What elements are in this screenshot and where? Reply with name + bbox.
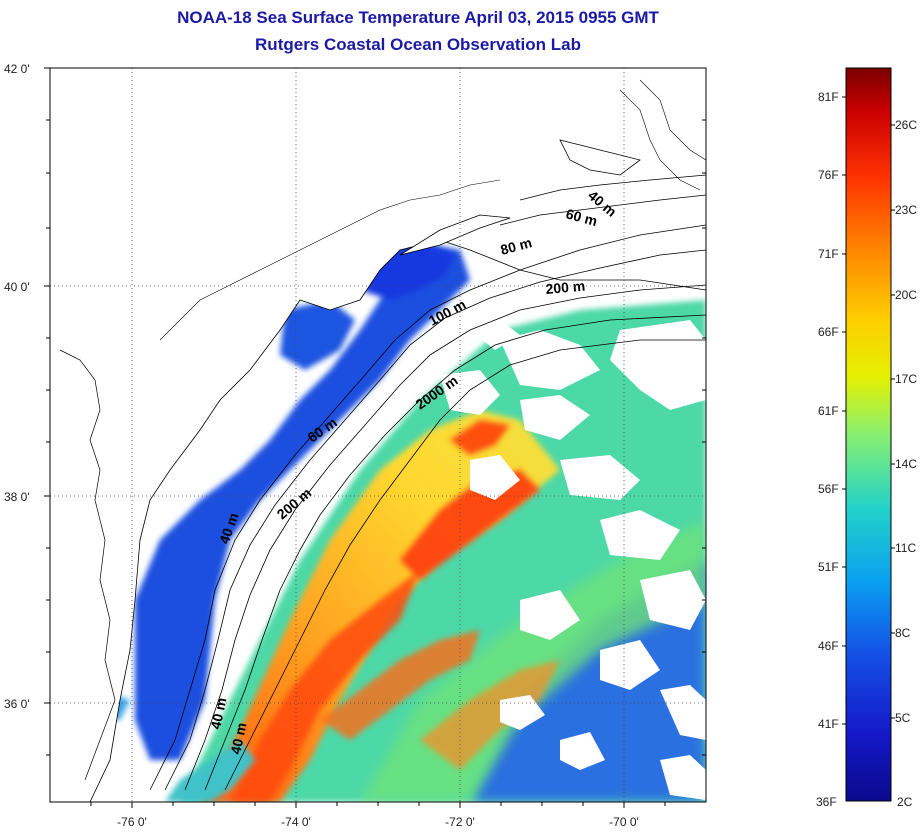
land-mass xyxy=(50,68,706,802)
colorbar-f-56: 56F xyxy=(818,482,839,496)
colorbar-c-11: 11C xyxy=(895,541,916,555)
map-area: 40 m 60 m 80 m 200 m 100 m 2000 m 60 m 2… xyxy=(50,68,706,802)
colorbar-c-26: 26C xyxy=(895,118,917,132)
lat-label-38: 38 0' xyxy=(4,490,30,504)
bathymetry-contours xyxy=(149,174,706,791)
lat-label-42: 42 0' xyxy=(4,62,30,76)
contour-label-60m-north: 60 m xyxy=(564,205,599,229)
lon-label-70: -70 0' xyxy=(609,815,639,829)
colorbar-f-66: 66F xyxy=(818,325,839,339)
colorbar-c-14: 14C xyxy=(895,457,917,471)
colorbar-c-5: 5C xyxy=(895,711,911,725)
map-title-line2: Rutgers Coastal Ocean Observation Lab xyxy=(255,35,581,54)
colorbar-f-46: 46F xyxy=(818,639,839,653)
colorbar-c-17: 17C xyxy=(895,372,917,386)
colorbar-c-2: 2C xyxy=(897,795,913,809)
colorbar-c-8: 8C xyxy=(895,626,911,640)
contour-label-40m-south2: 40 m xyxy=(227,721,249,756)
colorbar-c-20: 20C xyxy=(895,288,917,302)
colorbar-f-71: 71F xyxy=(818,247,839,261)
lon-label-72: -72 0' xyxy=(445,815,475,829)
colorbar: 81F 76F 71F 66F 61F 56F 51F 46F 41F 36F … xyxy=(816,67,917,809)
ocean-shelf-cold xyxy=(135,245,470,760)
contour-label-80m: 80 m xyxy=(499,234,534,258)
colorbar-c-23: 23C xyxy=(895,203,917,217)
colorbar-gradient xyxy=(845,67,892,802)
cloud-cover xyxy=(440,320,706,800)
colorbar-f-81: 81F xyxy=(818,90,839,104)
map-gridlines xyxy=(50,68,706,802)
colorbar-f-61: 61F xyxy=(818,404,839,418)
lon-label-74: -74 0' xyxy=(281,815,311,829)
colorbar-f-41: 41F xyxy=(818,717,839,731)
colorbar-f-76: 76F xyxy=(818,168,839,182)
lat-label-40: 40 0' xyxy=(4,280,30,294)
contour-label-40m-south: 40 m xyxy=(207,696,229,731)
lat-label-36: 36 0' xyxy=(4,697,30,711)
contour-label-200m-north: 200 m xyxy=(545,278,586,297)
map-title-line1: NOAA-18 Sea Surface Temperature April 03… xyxy=(177,8,659,27)
colorbar-f-36: 36F xyxy=(816,795,837,809)
lon-label-76: -76 0' xyxy=(117,815,147,829)
colorbar-f-51: 51F xyxy=(818,560,839,574)
